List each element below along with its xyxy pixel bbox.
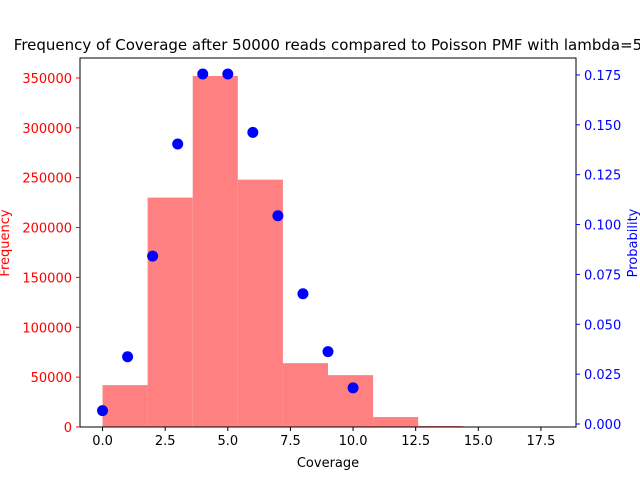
right-y-tick-label: 0.025 [584, 368, 621, 383]
right-y-axis-title: Probability [626, 208, 640, 277]
left-y-tick-label: 50000 [31, 371, 72, 386]
right-y-axis: 0.000 0.025 0.050 0.075 0.100 0.125 0.150 0.175 [576, 69, 621, 433]
poisson-point [347, 382, 359, 394]
left-y-tick-label: 0 [64, 421, 72, 436]
histogram-bar [328, 375, 374, 427]
histogram-bar [373, 417, 419, 427]
x-tick-label: 5.0 [217, 434, 238, 449]
x-axis: 0.0 2.5 5.0 7.5 10.0 12.5 15.0 17.5 [92, 427, 555, 449]
right-y-tick-label: 0.050 [584, 318, 621, 333]
poisson-point [297, 288, 309, 300]
poisson-point [222, 68, 234, 80]
left-y-tick-label: 300000 [22, 122, 72, 137]
right-y-tick-label: 0.175 [584, 69, 621, 84]
right-y-tick-label: 0.000 [584, 418, 621, 433]
histogram-bar [282, 363, 328, 427]
plot-frame [79, 57, 577, 428]
histogram-bars [102, 75, 464, 427]
poisson-point [97, 405, 109, 417]
poisson-point [322, 346, 334, 358]
chart-title: Frequency of Coverage after 50000 reads … [14, 36, 640, 54]
left-y-tick-label: 250000 [22, 172, 72, 187]
left-y-axis: 0 50000 100000 150000 200000 250000 300000 3500… [22, 72, 80, 436]
right-y-tick-label: 0.150 [584, 119, 621, 134]
x-tick-label: 0.0 [92, 434, 113, 449]
poisson-point [247, 126, 259, 138]
histogram-bar [192, 75, 238, 427]
right-y-tick-label: 0.075 [584, 268, 621, 283]
x-tick-label: 7.5 [280, 434, 301, 449]
x-tick-label: 15.0 [464, 434, 493, 449]
left-y-axis-title: Frequency [0, 209, 13, 276]
poisson-point [147, 250, 159, 262]
left-y-tick-label: 150000 [22, 271, 72, 286]
poisson-point [272, 210, 284, 222]
x-tick-label: 2.5 [155, 434, 176, 449]
x-axis-title: Coverage [297, 456, 359, 471]
poisson-point [197, 68, 209, 80]
right-y-tick-label: 0.100 [584, 219, 621, 234]
poisson-points [97, 68, 359, 417]
left-y-tick-label: 200000 [22, 222, 72, 237]
left-y-tick-label: 350000 [22, 72, 72, 87]
histogram-bar [102, 385, 148, 427]
x-tick-label: 12.5 [401, 434, 430, 449]
left-y-tick-label: 100000 [22, 321, 72, 336]
x-tick-label: 10.0 [339, 434, 368, 449]
x-tick-label: 17.5 [526, 434, 555, 449]
right-y-tick-label: 0.125 [584, 169, 621, 184]
histogram-bar [237, 179, 283, 427]
poisson-point [172, 138, 184, 150]
poisson-point [122, 351, 134, 363]
histogram-bar [147, 197, 193, 427]
